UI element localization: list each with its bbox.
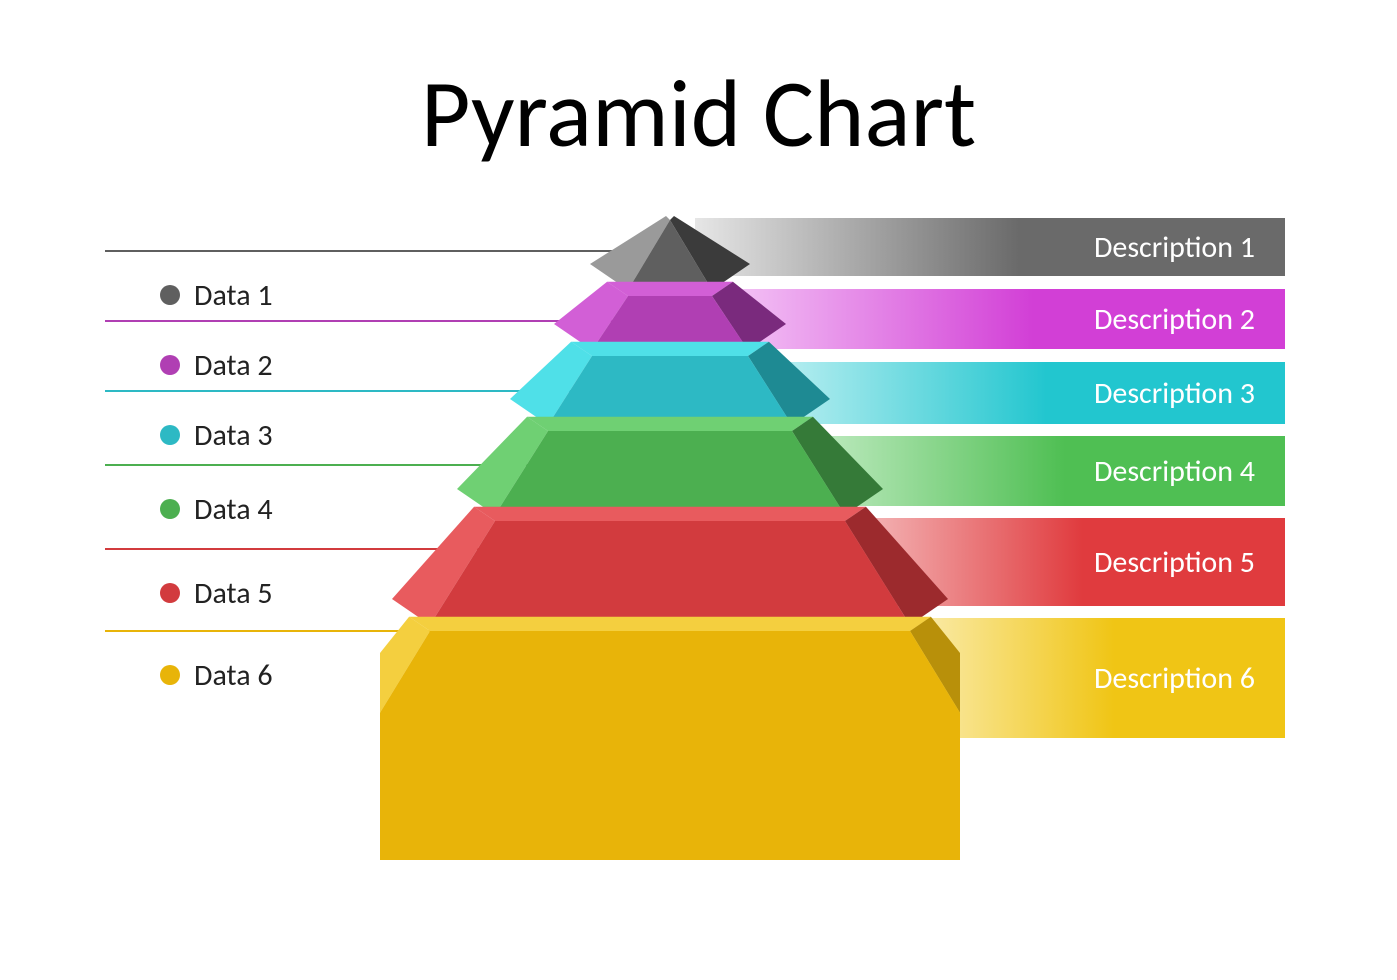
legend-label-5: Data 5 <box>194 575 273 612</box>
legend-dot-3 <box>160 425 180 445</box>
pyramid-svg <box>380 210 960 910</box>
legend-label-6: Data 6 <box>194 657 273 694</box>
legend-dot-5 <box>160 583 180 603</box>
description-label-3: Description 3 <box>1094 375 1255 412</box>
description-label-6: Description 6 <box>1094 660 1255 697</box>
description-label-4: Description 4 <box>1094 453 1255 490</box>
legend-dot-1 <box>160 285 180 305</box>
pyramid-chart <box>380 210 960 910</box>
legend-dot-6 <box>160 665 180 685</box>
legend-label-2: Data 2 <box>194 347 273 384</box>
legend-label-1: Data 1 <box>194 277 273 314</box>
description-bar-6: Description 6 <box>905 618 1285 738</box>
legend-label-4: Data 4 <box>194 491 273 528</box>
description-label-5: Description 5 <box>1094 544 1255 581</box>
description-label-1: Description 1 <box>1094 229 1255 266</box>
chart-title: Pyramid Chart <box>0 55 1397 172</box>
legend-dot-2 <box>160 355 180 375</box>
description-label-2: Description 2 <box>1094 301 1255 338</box>
legend-dot-4 <box>160 499 180 519</box>
legend-label-3: Data 3 <box>194 417 273 454</box>
